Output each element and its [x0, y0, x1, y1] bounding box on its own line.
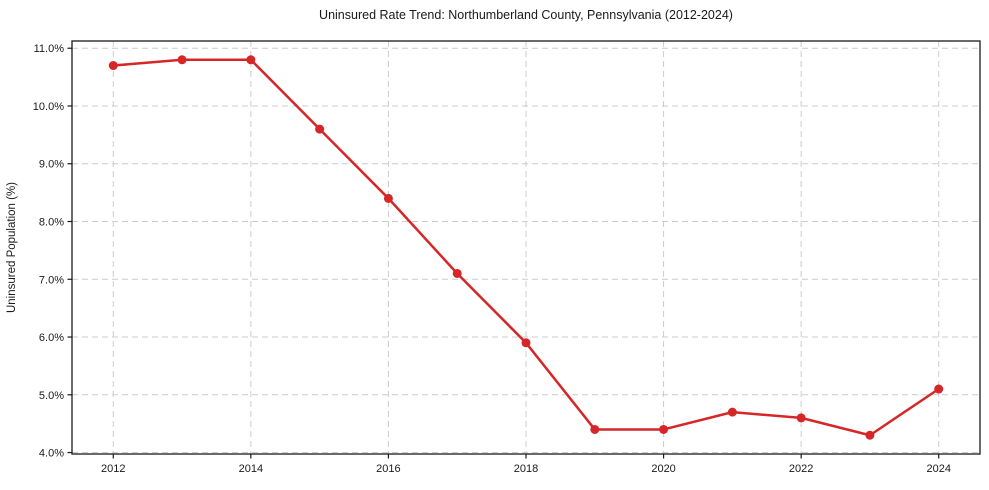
y-tick-label: 6.0%: [39, 332, 64, 344]
x-tick-label: 2020: [651, 463, 675, 475]
data-point-marker: [796, 413, 806, 423]
data-point-marker: [108, 61, 118, 71]
x-tick-label: 2016: [376, 463, 400, 475]
x-tick-label: 2018: [514, 463, 538, 475]
data-point-marker: [315, 124, 325, 134]
data-point-marker: [177, 55, 187, 65]
x-tick-label: 2014: [239, 463, 263, 475]
data-point-marker: [659, 424, 669, 434]
data-point-marker: [383, 193, 393, 203]
y-tick-label: 4.0%: [39, 448, 64, 460]
data-point-marker: [452, 268, 462, 278]
x-tick-label: 2012: [101, 463, 125, 475]
data-point-marker: [590, 424, 600, 434]
data-point-marker: [246, 55, 256, 65]
y-tick-label: 10.0%: [33, 101, 64, 113]
chart-title: Uninsured Rate Trend: Northumberland Cou…: [319, 8, 733, 22]
y-tick-label: 8.0%: [39, 217, 64, 229]
y-tick-label: 5.0%: [39, 390, 64, 402]
data-point-marker: [727, 407, 737, 417]
y-tick-label: 11.0%: [34, 43, 65, 55]
x-tick-label: 2022: [789, 463, 813, 475]
data-point-marker: [521, 338, 531, 348]
y-tick-label: 9.0%: [39, 159, 64, 171]
y-tick-label: 7.0%: [39, 274, 64, 286]
x-tick-label: 2024: [926, 463, 950, 475]
data-point-marker: [865, 430, 875, 440]
data-point-marker: [934, 384, 944, 394]
